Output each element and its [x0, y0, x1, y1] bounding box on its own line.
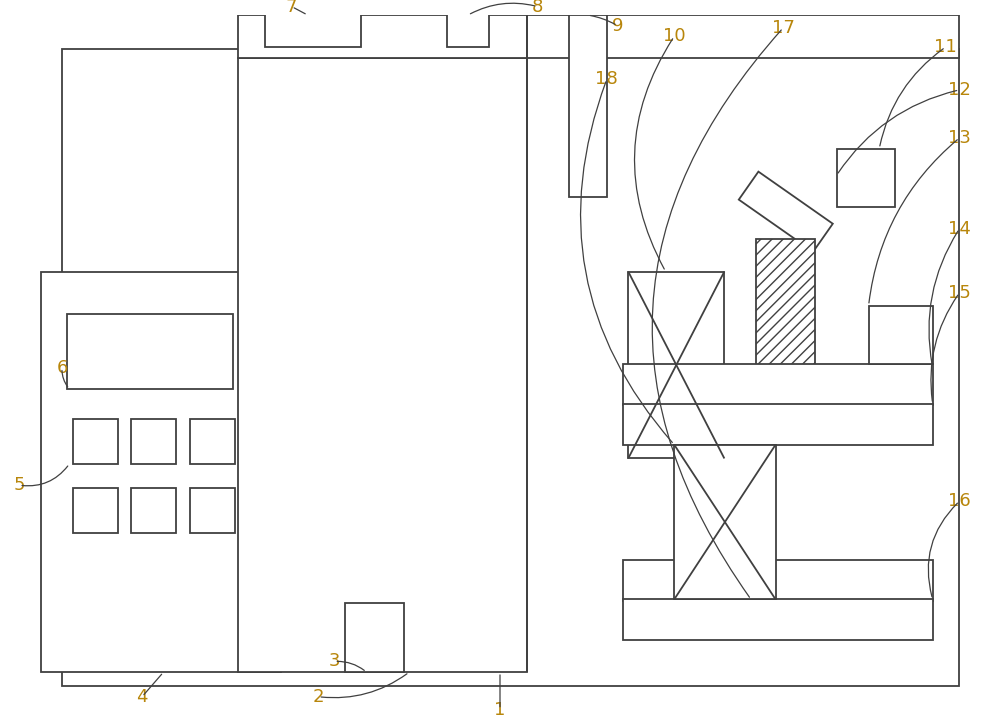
Bar	[739, 171, 833, 252]
Bar	[190, 419, 235, 464]
Text: 17: 17	[772, 19, 795, 37]
Bar	[190, 488, 235, 534]
Text: 14: 14	[948, 220, 971, 238]
Text: 10: 10	[663, 27, 685, 46]
Bar	[73, 488, 118, 534]
Text: 18: 18	[595, 70, 618, 88]
Bar	[73, 419, 118, 464]
Text: 5: 5	[13, 476, 25, 495]
Bar	[447, 0, 489, 47]
Bar	[674, 445, 776, 599]
Bar	[837, 149, 895, 208]
Text: 8: 8	[532, 0, 543, 15]
Text: 3: 3	[329, 652, 340, 670]
Bar	[623, 404, 933, 445]
Text: 16: 16	[948, 492, 971, 510]
Bar	[131, 419, 176, 464]
Bar	[238, 15, 527, 58]
Text: 13: 13	[948, 129, 971, 147]
Bar	[628, 272, 724, 458]
Bar	[623, 560, 933, 601]
Bar	[623, 364, 933, 405]
Bar	[345, 603, 404, 672]
Text: 15: 15	[948, 284, 971, 302]
Text: 1: 1	[494, 701, 506, 719]
Text: 4: 4	[136, 688, 148, 706]
Text: 9: 9	[612, 17, 623, 35]
Bar	[623, 599, 933, 640]
Bar	[569, 15, 607, 197]
Bar	[131, 488, 176, 534]
Bar	[67, 315, 233, 389]
Bar	[41, 272, 281, 672]
Text: 7: 7	[286, 0, 297, 15]
Bar	[265, 0, 361, 47]
Text: 11: 11	[934, 38, 957, 56]
Text: 6: 6	[56, 359, 68, 377]
Bar	[869, 306, 933, 364]
Bar	[527, 15, 959, 58]
Bar	[238, 58, 527, 672]
Bar	[756, 239, 815, 389]
Text: 2: 2	[313, 688, 324, 706]
Text: 12: 12	[948, 81, 971, 99]
